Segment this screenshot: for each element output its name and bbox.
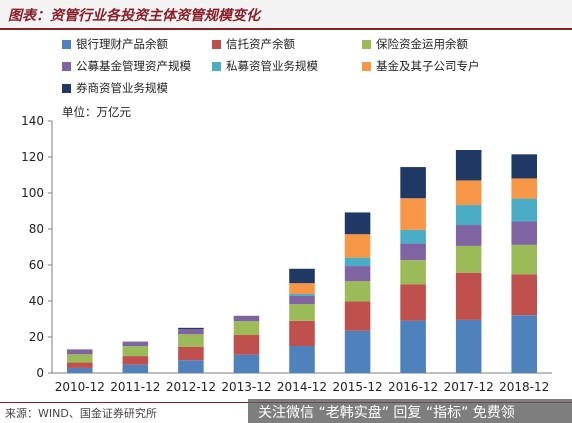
bar-segment bbox=[344, 266, 371, 282]
bar-segment bbox=[344, 212, 371, 235]
x-tick-label: 2015-12 bbox=[332, 380, 382, 394]
legend-item: 银行理财产品余额 bbox=[62, 36, 168, 52]
bar-segment bbox=[289, 304, 315, 321]
legend-swatch bbox=[212, 61, 221, 71]
promo-text: 关注微信 “老韩实盘” 回复 “指标” 免费领 bbox=[258, 405, 515, 421]
legend-item: 基金及其子公司专户 bbox=[362, 58, 480, 74]
bar-segment bbox=[233, 315, 260, 322]
legend-swatch bbox=[362, 61, 371, 71]
bar-segment bbox=[67, 367, 93, 373]
y-tick-label: 140 bbox=[21, 114, 44, 128]
bar-segment bbox=[122, 342, 149, 347]
bar-segment bbox=[122, 346, 149, 357]
bar-segment bbox=[511, 244, 537, 275]
x-tick-label: 2011-12 bbox=[110, 380, 160, 394]
bar-segment bbox=[455, 272, 482, 320]
bar-segment bbox=[122, 364, 149, 373]
legend-swatch bbox=[62, 39, 71, 49]
legend-label: 保险资金运用余额 bbox=[376, 37, 468, 51]
bar-segment bbox=[289, 295, 315, 305]
bar-segment bbox=[344, 281, 371, 302]
legend-item: 保险资金运用余额 bbox=[362, 36, 468, 52]
y-tick-label: 60 bbox=[29, 258, 44, 272]
y-tick-label: 80 bbox=[29, 222, 44, 236]
y-tick-label: 40 bbox=[29, 294, 44, 308]
legend-swatch bbox=[62, 83, 71, 93]
legend-item: 券商资管业务规模 bbox=[62, 80, 168, 96]
bar-segment bbox=[511, 221, 537, 245]
x-tick-label: 2012-12 bbox=[166, 380, 216, 394]
bar-segment bbox=[400, 320, 426, 373]
bar-segment bbox=[178, 346, 204, 361]
bar-segment bbox=[455, 149, 482, 181]
bar-segment bbox=[178, 334, 204, 347]
unit-label: 单位：万亿元 bbox=[62, 105, 131, 119]
bar-segment bbox=[400, 229, 426, 244]
bar-segment bbox=[289, 293, 315, 296]
bar-segment bbox=[455, 205, 482, 226]
bar-segment bbox=[400, 284, 426, 321]
bar-segment bbox=[511, 154, 537, 179]
legend-swatch bbox=[62, 61, 71, 71]
x-tick-label: 2014-12 bbox=[277, 380, 327, 394]
bar-segment bbox=[289, 283, 315, 294]
legend-label: 券商资管业务规模 bbox=[76, 81, 168, 95]
bar-segment bbox=[344, 257, 371, 267]
bar-segment bbox=[67, 349, 93, 355]
bar-segment bbox=[511, 274, 537, 316]
legend-label: 信托资产余额 bbox=[226, 37, 295, 51]
title-bar: 图表：资管行业各投资主体资管规模变化 bbox=[0, 0, 572, 30]
bar-segment bbox=[455, 225, 482, 246]
bar-segment bbox=[400, 198, 426, 230]
y-tick-label: 120 bbox=[21, 150, 44, 164]
bar-segment bbox=[67, 362, 93, 368]
bar-segment bbox=[289, 346, 315, 373]
y-tick-label: 100 bbox=[21, 186, 44, 200]
bar-segment bbox=[511, 315, 537, 373]
bar-segment bbox=[67, 354, 93, 363]
source-note: 来源：WIND、国金证券研究所 bbox=[5, 407, 157, 420]
chart-legend: 银行理财产品余额 信托资产余额 保险资金运用余额公募基金管理资产规模 私募资管业务规模… bbox=[62, 36, 562, 102]
bar-segment bbox=[178, 329, 204, 335]
bar-segment bbox=[455, 180, 482, 206]
bar-segment bbox=[178, 360, 204, 373]
chart-title: 图表：资管行业各投资主体资管规模变化 bbox=[8, 8, 260, 24]
legend-label: 私募资管业务规模 bbox=[226, 59, 318, 73]
y-tick-label: 20 bbox=[29, 330, 44, 344]
legend-swatch bbox=[362, 39, 371, 49]
x-tick-label: 2017-12 bbox=[444, 380, 494, 394]
bar-segment bbox=[178, 327, 204, 330]
bar-segment bbox=[511, 178, 537, 199]
legend-item: 公募基金管理资产规模 bbox=[62, 58, 191, 74]
bar-segment bbox=[455, 245, 482, 273]
bar-segment bbox=[344, 234, 371, 258]
bar-segment bbox=[400, 243, 426, 261]
x-tick-label: 2018-12 bbox=[499, 380, 549, 394]
bar-segment bbox=[233, 335, 260, 355]
bar-segment bbox=[122, 341, 149, 343]
legend-swatch bbox=[212, 39, 221, 49]
bar-segment bbox=[344, 301, 371, 331]
bar-segment bbox=[233, 354, 260, 373]
bar-segment bbox=[289, 320, 315, 346]
legend-label: 基金及其子公司专户 bbox=[376, 59, 480, 73]
legend-label: 银行理财产品余额 bbox=[76, 37, 168, 51]
x-tick-label: 2010-12 bbox=[55, 380, 105, 394]
legend-label: 公募基金管理资产规模 bbox=[76, 59, 191, 73]
bar-segment bbox=[122, 356, 149, 365]
y-tick-label: 0 bbox=[36, 366, 44, 380]
bar-segment bbox=[400, 260, 426, 285]
promo-banner: 关注微信 “老韩实盘” 回复 “指标” 免费领 bbox=[248, 399, 572, 423]
x-tick-label: 2016-12 bbox=[388, 380, 438, 394]
legend-item: 信托资产余额 bbox=[212, 36, 295, 52]
x-tick-label: 2013-12 bbox=[221, 380, 271, 394]
bar-segment bbox=[233, 321, 260, 336]
bar-segment bbox=[511, 198, 537, 222]
bar-segment bbox=[344, 330, 371, 373]
bar-segment bbox=[455, 319, 482, 373]
legend-item: 私募资管业务规模 bbox=[212, 58, 318, 74]
bar-segment bbox=[289, 268, 315, 284]
bar-segment bbox=[400, 167, 426, 199]
